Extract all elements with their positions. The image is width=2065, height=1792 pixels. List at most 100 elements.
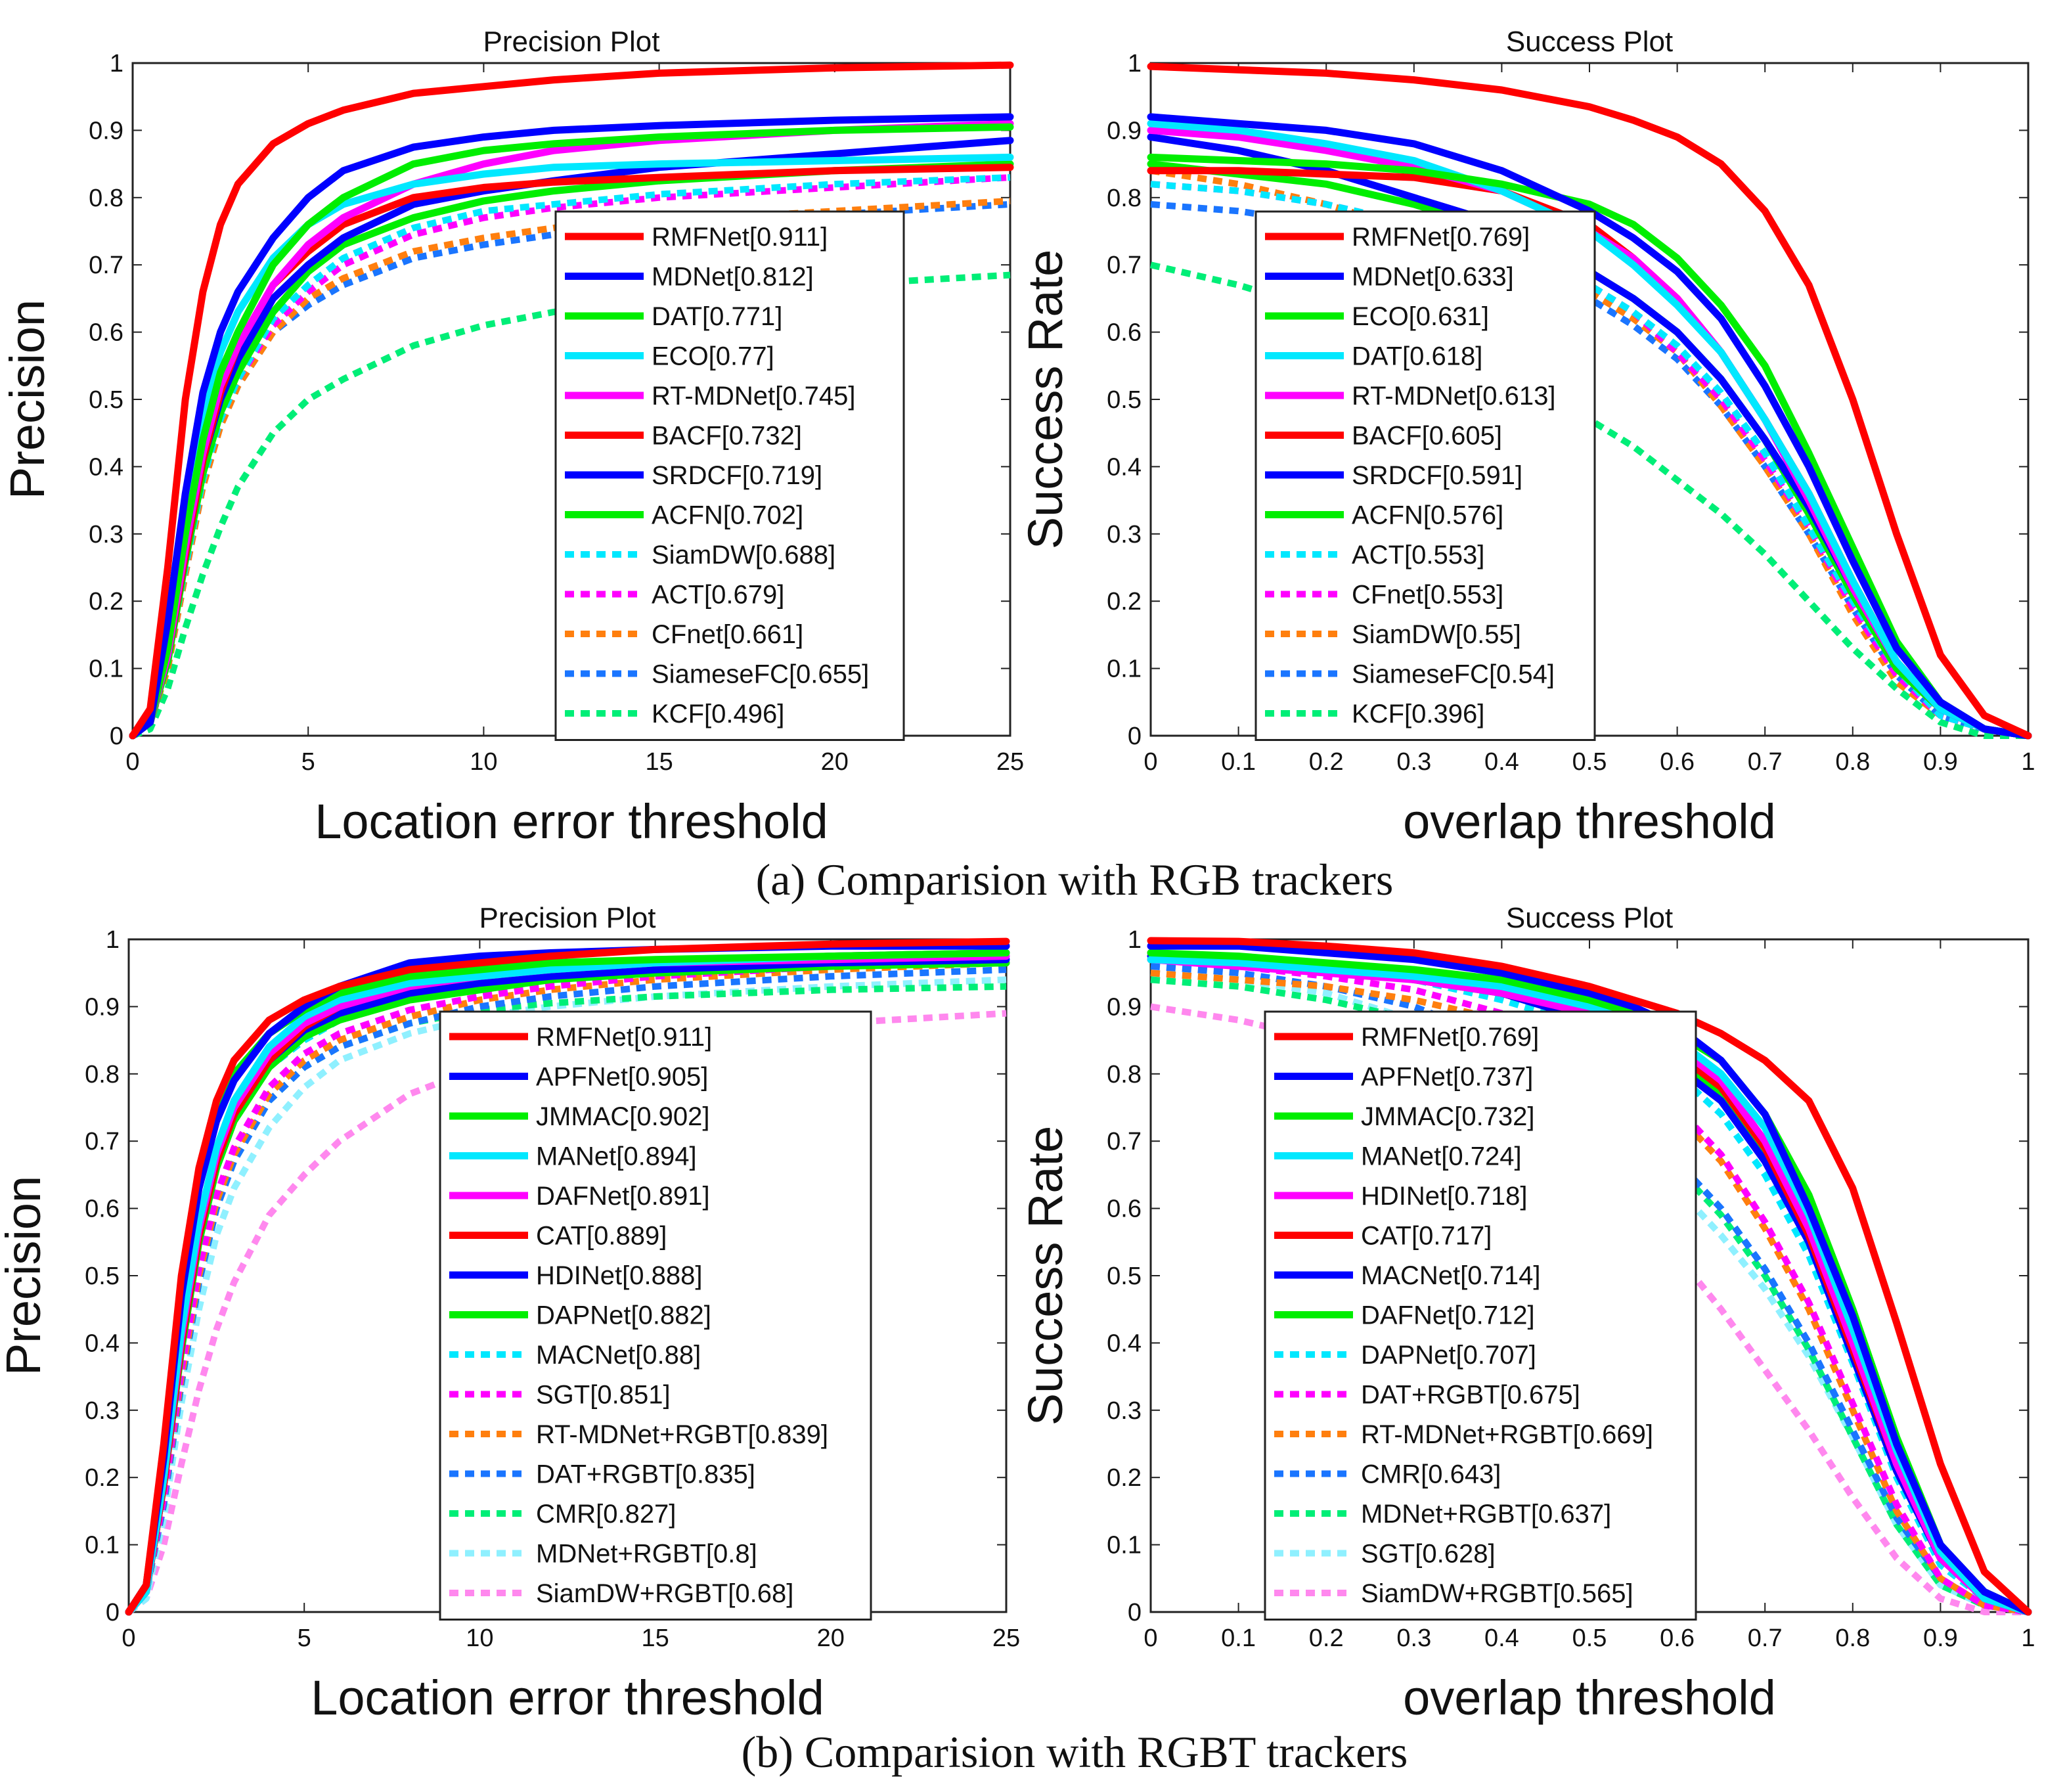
legend-label: MANet[0.894] xyxy=(536,1142,697,1171)
y-tick-label: 0 xyxy=(110,723,123,750)
legend-label: RMFNet[0.769] xyxy=(1361,1023,1539,1052)
x-tick-label: 0.9 xyxy=(1923,1624,1958,1652)
legend-label: RMFNet[0.911] xyxy=(536,1023,712,1052)
series-line xyxy=(1150,963,2029,1615)
y-tick-label: 0.4 xyxy=(89,453,123,481)
legend-label: DAFNet[0.891] xyxy=(536,1182,710,1211)
y-tick-label: 0.1 xyxy=(85,1532,120,1559)
series-line xyxy=(1150,970,2029,1615)
legend-label: BACF[0.732] xyxy=(652,422,802,451)
legend-label: DAT[0.771] xyxy=(652,302,782,331)
x-tick-label: 0 xyxy=(122,1624,135,1652)
y-tick-label: 0 xyxy=(1128,1599,1142,1626)
legend-label: CFnet[0.553] xyxy=(1352,581,1503,610)
legend-label: ACT[0.679] xyxy=(652,581,784,610)
series-line xyxy=(1147,942,2032,1616)
x-tick-label: 0.2 xyxy=(1309,1624,1344,1652)
y-tick-label: 0.7 xyxy=(1107,252,1142,279)
legend-label: SGT[0.628] xyxy=(1361,1540,1496,1569)
legend-label: RT-MDNet+RGBT[0.669] xyxy=(1361,1420,1653,1449)
y-tick-label: 0.6 xyxy=(1107,319,1142,347)
y-tick-label: 0.9 xyxy=(89,117,123,145)
x-axis-label: overlap threshold xyxy=(1403,794,1776,849)
legend-label: SiamDW+RGBT[0.565] xyxy=(1361,1579,1633,1608)
y-tick-label: 0.6 xyxy=(85,1196,120,1223)
y-tick-label: 0.7 xyxy=(85,1128,120,1155)
legend: RMFNet[0.769] MDNet[0.633] ECO[0.631] DAT[0… xyxy=(1255,210,1596,741)
legend-label: ACFN[0.702] xyxy=(652,501,803,530)
y-tick-label: 0.3 xyxy=(85,1397,120,1425)
x-tick-label: 15 xyxy=(645,748,673,776)
y-tick-label: 0.8 xyxy=(85,1061,120,1088)
chart-panel-1: Precision Plot 0 5 10 15 20 25 0 0.1 0.2 0.3 0.4 0.5… xyxy=(0,26,1024,849)
y-axis-label: Success Rate xyxy=(1018,250,1073,550)
y-tick-label: 0.3 xyxy=(1107,521,1142,549)
legend-label: KCF[0.396] xyxy=(1352,700,1484,728)
legend-label: ECO[0.77] xyxy=(652,342,774,371)
x-tick-label: 5 xyxy=(298,1624,311,1652)
legend-label: MACNet[0.714] xyxy=(1361,1261,1540,1290)
x-tick-label: 0.8 xyxy=(1835,1624,1870,1652)
x-tick-label: 10 xyxy=(470,748,497,776)
x-axis-label: Location error threshold xyxy=(311,1670,824,1725)
y-tick-label: 0.6 xyxy=(1107,1196,1142,1223)
x-axis-label: overlap threshold xyxy=(1403,1670,1776,1725)
series-line xyxy=(131,271,1011,739)
legend-label: ACT[0.553] xyxy=(1352,541,1484,570)
y-tick-label: 1 xyxy=(1128,50,1142,78)
legend-label: DAFNet[0.712] xyxy=(1361,1301,1535,1330)
x-tick-label: 0.6 xyxy=(1660,748,1695,776)
series-line xyxy=(129,113,1014,740)
legend-label: SRDCF[0.591] xyxy=(1352,461,1522,490)
y-tick-label: 0.8 xyxy=(89,185,123,212)
legend: RMFNet[0.911] APFNet[0.905] JMMAC[0.902] MA… xyxy=(439,1010,872,1621)
x-tick-label: 0.3 xyxy=(1396,1624,1431,1652)
x-tick-label: 5 xyxy=(301,748,315,776)
y-tick-label: 0.7 xyxy=(89,252,123,279)
x-tick-label: 0.4 xyxy=(1484,748,1519,776)
series-line xyxy=(126,959,1007,1615)
x-tick-label: 1 xyxy=(2021,748,2035,776)
legend-label: DAPNet[0.882] xyxy=(536,1301,711,1330)
legend-label: MDNet[0.633] xyxy=(1352,263,1514,292)
legend-label: DAPNet[0.707] xyxy=(1361,1341,1536,1370)
legend-box xyxy=(1255,210,1596,741)
chart-title: Precision Plot xyxy=(479,902,655,934)
series-line xyxy=(1150,976,2029,1615)
legend-label: HDINet[0.888] xyxy=(536,1261,702,1290)
x-tick-label: 0.8 xyxy=(1835,748,1870,776)
y-tick-label: 0 xyxy=(106,1599,120,1626)
legend-label: MDNet[0.812] xyxy=(652,263,814,292)
legend-label: DAT+RGBT[0.835] xyxy=(536,1460,755,1489)
legend-label: CFnet[0.661] xyxy=(652,620,803,649)
legend-label: SiamDW[0.688] xyxy=(652,541,835,570)
y-tick-label: 0.9 xyxy=(1107,117,1142,145)
chart-panel-4: Success Plot 0 0.1 0.2 0.3 0.4 0.5 0.6 0.7 0.8 0.9… xyxy=(1018,902,2035,1725)
y-tick-label: 0.2 xyxy=(85,1464,120,1492)
series-line xyxy=(126,959,1007,1615)
y-tick-label: 0.2 xyxy=(1107,588,1142,616)
legend-label: KCF[0.496] xyxy=(652,700,784,728)
y-tick-label: 0.4 xyxy=(1107,1330,1142,1357)
x-tick-label: 25 xyxy=(992,1624,1020,1652)
x-tick-label: 0.7 xyxy=(1748,1624,1783,1652)
y-tick-label: 0.2 xyxy=(89,588,123,616)
y-tick-label: 0.8 xyxy=(1107,185,1142,212)
legend-label: DAT+RGBT[0.675] xyxy=(1361,1381,1580,1410)
x-tick-label: 0.9 xyxy=(1923,748,1958,776)
y-axis-label: Success Rate xyxy=(1018,1126,1073,1426)
series-line xyxy=(1147,120,2032,740)
legend-label: RMFNet[0.911] xyxy=(652,223,828,252)
chart-panel-3: Precision Plot 0 5 10 15 20 25 0 0.1 0.2 0.3 0.4 0.5… xyxy=(0,902,1020,1725)
legend-label: SiameseFC[0.54] xyxy=(1352,660,1555,689)
x-tick-label: 1 xyxy=(2021,1624,2035,1652)
legend-label: SiameseFC[0.655] xyxy=(652,660,869,689)
legend-label: BACF[0.605] xyxy=(1352,422,1502,451)
x-tick-label: 0.3 xyxy=(1396,748,1431,776)
legend-label: CMR[0.827] xyxy=(536,1500,676,1529)
legend: RMFNet[0.911] MDNet[0.812] DAT[0.771] ECO[0… xyxy=(554,210,905,741)
legend-label: HDINet[0.718] xyxy=(1361,1182,1527,1211)
y-tick-label: 0.8 xyxy=(1107,1061,1142,1088)
legend-label: MDNet+RGBT[0.637] xyxy=(1361,1500,1611,1529)
legend-label: RT-MDNet+RGBT[0.839] xyxy=(536,1420,828,1449)
